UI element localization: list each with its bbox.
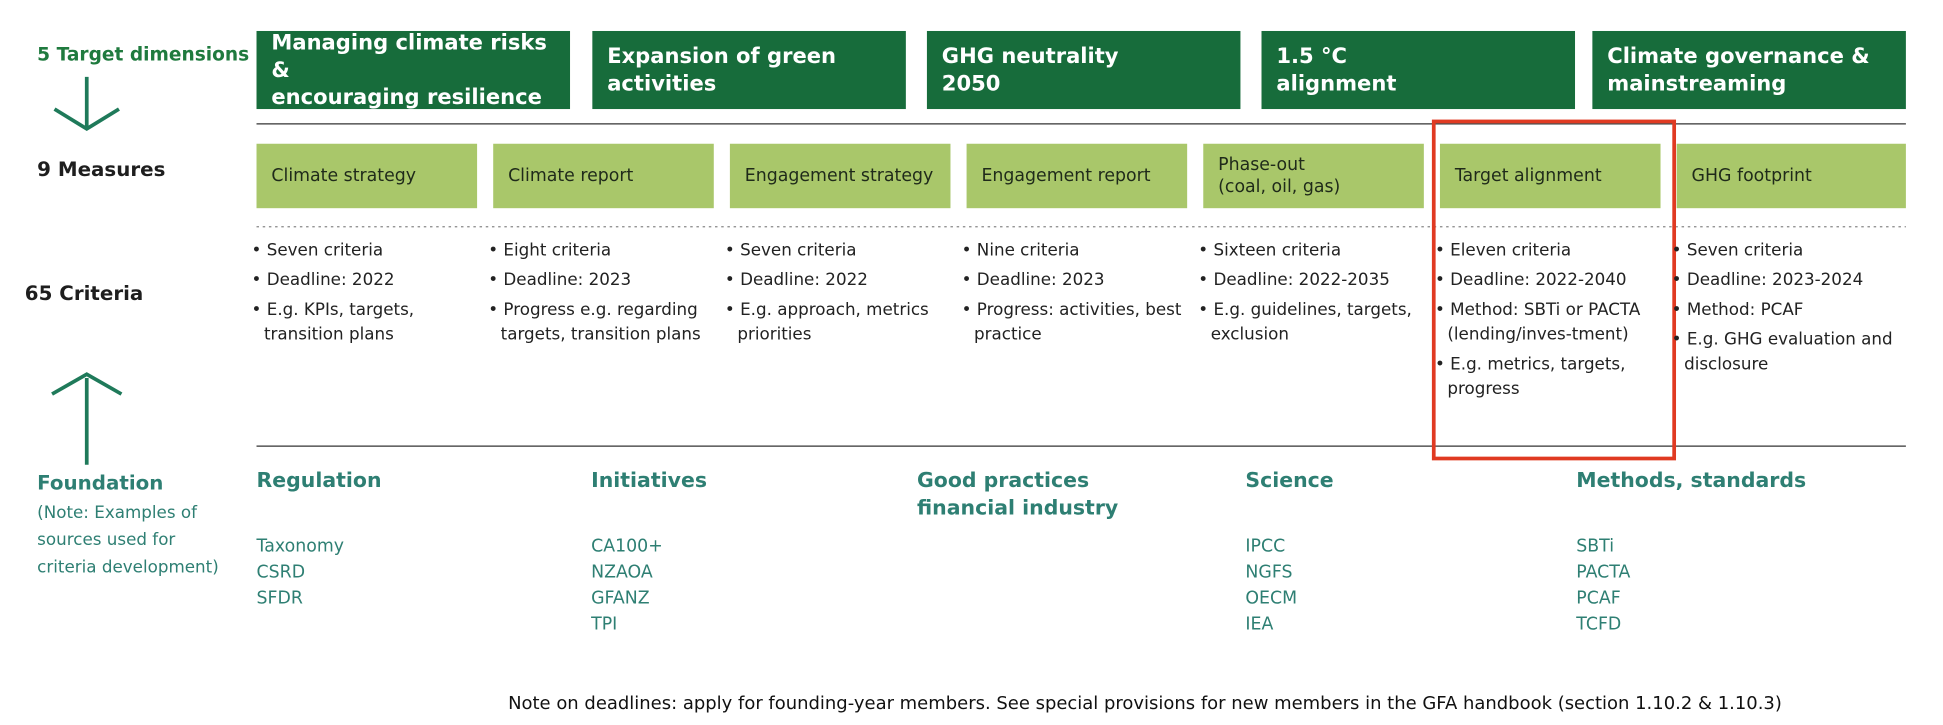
criterion: • Progress e.g. regarding targets, trans… <box>488 299 701 345</box>
foundation-item: TPI <box>591 614 618 635</box>
foundation-item: GFANZ <box>591 588 650 609</box>
foundation-note: (Note: Examples of sources used for crit… <box>37 503 219 578</box>
measure-box: Engagement report <box>966 143 1188 209</box>
foundation-item: PACTA <box>1576 562 1631 583</box>
criterion: • Deadline: 2023 <box>488 270 632 290</box>
dimensions-label: 5 Target dimensions <box>37 43 250 66</box>
criterion: • Progress: activities, best practice <box>961 299 1182 345</box>
foundation-item: PCAF <box>1576 588 1621 609</box>
foundation-label: Foundation <box>37 470 164 495</box>
criterion: • Deadline: 2022 <box>251 270 395 290</box>
measure-box: Phase-out (coal, oil, gas) <box>1203 143 1424 209</box>
criterion: • Sixteen criteria <box>1198 240 1342 261</box>
measure-box: Target alignment <box>1439 143 1661 209</box>
foundation-item: Taxonomy <box>256 536 345 557</box>
measure-box: Engagement strategy <box>729 143 951 209</box>
criterion: • Eleven criteria <box>1434 240 1572 261</box>
criterion: • Method: PCAF <box>1671 299 1804 320</box>
foundation-item: SBTi <box>1576 536 1615 557</box>
criteria-label: 65 Criteria <box>24 281 144 305</box>
criterion: • Nine criteria <box>961 240 1080 261</box>
measures-label: 9 Measures <box>37 157 166 181</box>
criterion: • Deadline: 2022-2035 <box>1198 270 1390 290</box>
measure-box: Climate report <box>493 143 714 209</box>
foundation-item: NGFS <box>1245 562 1293 583</box>
criterion: • E.g. approach, metrics priorities <box>724 299 929 345</box>
criterion: • E.g. GHG evaluation and disclosure <box>1671 329 1893 375</box>
foundation-item: CA100+ <box>591 536 663 557</box>
measure-box: Climate strategy <box>256 143 478 209</box>
criterion: • E.g. metrics, targets, progress <box>1434 354 1626 400</box>
criterion: • E.g. KPIs, targets, transition plans <box>251 299 415 345</box>
foundation-item: IEA <box>1245 614 1274 635</box>
foundation-title: Regulation <box>256 468 382 492</box>
foundation-item: IPCC <box>1245 536 1286 557</box>
criterion: • Seven criteria <box>1671 240 1804 261</box>
dimension-box: Managing climate risks & encouraging res… <box>256 30 571 110</box>
criterion: • E.g. guidelines, targets, exclusion <box>1198 299 1412 345</box>
criterion: • Deadline: 2023 <box>961 270 1105 290</box>
foundation-item: TCFD <box>1576 614 1622 635</box>
criterion: • Seven criteria <box>724 240 857 261</box>
foundation-title: Initiatives <box>591 468 708 492</box>
measure-box: GHG footprint <box>1676 143 1906 209</box>
foundation-title: Methods, standards <box>1576 468 1807 492</box>
foundation-item: CSRD <box>256 562 306 583</box>
dimension-box: GHG neutrality 2050 <box>926 30 1241 110</box>
foundation-title: Science <box>1245 468 1334 492</box>
criterion: • Deadline: 2023-2024 <box>1671 270 1864 290</box>
criterion: • Eight criteria <box>488 240 612 261</box>
foundation-item: OECM <box>1245 588 1298 609</box>
footnote: Note on deadlines: apply for founding-ye… <box>508 693 1782 714</box>
criterion: • Deadline: 2022-2040 <box>1434 270 1627 290</box>
dimension-box: Climate governance & mainstreaming <box>1592 30 1906 110</box>
criterion: • Deadline: 2022 <box>724 270 868 290</box>
criterion: • Seven criteria <box>251 240 384 261</box>
foundation-title: Good practices financial industry <box>917 468 1119 520</box>
foundation-item: NZAOA <box>591 562 653 583</box>
foundation-item: SFDR <box>256 588 303 609</box>
dimension-box: 1.5 °C alignment <box>1261 30 1576 110</box>
dimension-box: Expansion of green activities <box>592 30 906 110</box>
criterion: • Method: SBTi or PACTA (lending/inves-t… <box>1434 299 1641 345</box>
